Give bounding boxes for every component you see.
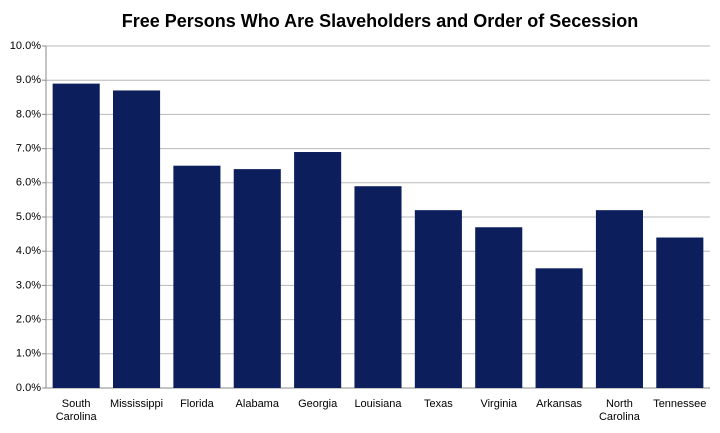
bar [414, 210, 462, 388]
y-tick-label: 7.0% [16, 143, 41, 155]
y-tick-label: 4.0% [16, 245, 41, 257]
bar [595, 210, 643, 388]
x-tick-label: South Carolina [55, 398, 97, 423]
bar [113, 90, 161, 389]
x-tick-label: Georgia [298, 398, 338, 410]
y-tick-label: 9.0% [16, 74, 41, 86]
x-tick-label: Virginia [480, 398, 517, 410]
bar [294, 152, 342, 388]
bar [233, 169, 281, 388]
x-tick-label: North Carolina [598, 398, 640, 423]
bar [354, 186, 402, 388]
y-tick-label: 8.0% [16, 108, 41, 120]
x-tick-label: Texas [423, 398, 453, 410]
x-tick-label: Tennessee [653, 398, 707, 410]
y-tick-label: 2.0% [16, 314, 41, 326]
y-tick-label: 10.0% [10, 40, 41, 52]
bar [656, 237, 704, 388]
y-tick-label: 3.0% [16, 279, 41, 291]
bar [173, 165, 221, 388]
bar [475, 227, 523, 388]
x-tick-label: Alabama [235, 398, 279, 410]
y-tick-label: 5.0% [16, 211, 41, 223]
bar [535, 268, 583, 388]
x-tick-label: Louisiana [354, 398, 402, 410]
y-tick-label: 1.0% [16, 348, 41, 360]
x-tick-label: Florida [180, 398, 214, 410]
bar [52, 83, 100, 389]
chart-title: Free Persons Who Are Slaveholders and Or… [122, 11, 639, 31]
x-tick-label: Arkansas [536, 398, 583, 410]
y-tick-label: 0.0% [16, 382, 41, 394]
x-tick-label: Mississippi [109, 398, 164, 410]
y-tick-label: 6.0% [16, 177, 41, 189]
